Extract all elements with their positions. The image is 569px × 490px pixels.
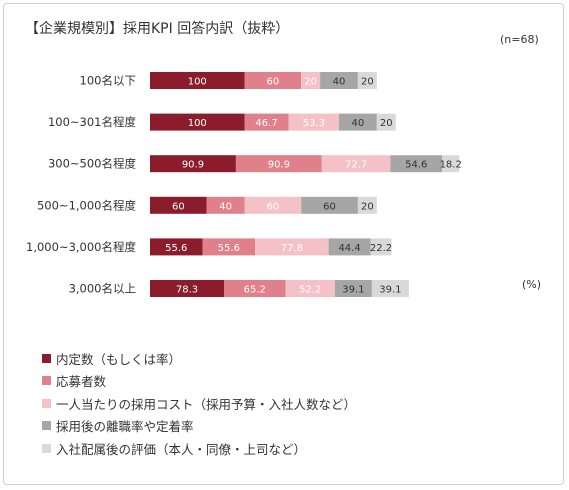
data-label: 20 [380, 118, 393, 129]
legend-swatch [42, 421, 51, 431]
bar-segment [206, 196, 245, 214]
bar-segment [235, 155, 322, 173]
category-label: 1,000~3,000名程度 [26, 240, 136, 254]
data-label: 44.4 [338, 243, 360, 254]
data-label: 22.2 [370, 243, 392, 254]
data-label: 72.7 [345, 160, 367, 171]
bar-segment [244, 113, 289, 131]
bar-segment [334, 280, 372, 297]
data-label: 55.6 [218, 243, 240, 254]
data-label: 60 [172, 201, 185, 212]
bar-segment [150, 238, 203, 256]
data-label: 78.3 [176, 285, 198, 296]
bar-segment [328, 238, 371, 256]
bar-segment [301, 196, 358, 214]
bar-segment [244, 196, 302, 214]
data-label: 54.6 [405, 160, 427, 171]
legend-label: 採用後の離職率や定着率 [56, 419, 194, 435]
data-label: 65.2 [244, 285, 266, 296]
data-label: 53.3 [303, 118, 325, 129]
bar-segment [320, 72, 358, 89]
bar-segment [390, 155, 443, 173]
legend: 内定数（もしくは率） 応募者数一人当たりの採用コスト（採用予算・入社人数など） 採用… [42, 347, 356, 460]
legend-item: 内定数（もしくは率） [42, 347, 356, 370]
data-label: 52.2 [299, 285, 321, 296]
legend-swatch [42, 376, 51, 386]
unit-label: (%) [522, 278, 542, 291]
category-label: 500~1,000名程度 [37, 198, 137, 212]
legend-label: 応募者数 [56, 374, 107, 390]
legend-label: 内定数（もしくは率） [56, 351, 182, 367]
legend-item: 応募者数 [42, 370, 356, 393]
bar-segment [357, 72, 377, 89]
data-label: 20 [304, 77, 317, 88]
data-label: 20 [361, 77, 374, 88]
data-label: 100 [188, 77, 207, 88]
bar-segment [150, 196, 207, 214]
data-label: 60 [266, 201, 279, 212]
bar-segment [244, 72, 302, 89]
bar-segment [357, 196, 377, 214]
bar-segment [285, 280, 335, 297]
sample-size-note: (n=68) [500, 33, 539, 46]
legend-label: 入社配属後の評価（本人・同僚・上司など） [56, 441, 307, 457]
bar-segment [370, 238, 392, 256]
data-label: 40 [333, 77, 346, 88]
legend-label: 一人当たりの採用コスト（採用予算・入社人数など） [56, 396, 357, 412]
data-label: 46.7 [255, 118, 277, 129]
bar-segment [288, 113, 339, 131]
legend-item: 一人当たりの採用コスト（採用予算・入社人数など） [42, 392, 356, 415]
bar-segment [442, 155, 460, 173]
bar-segment [223, 280, 286, 297]
legend-item: 採用後の離職率や定着率 [42, 415, 356, 438]
category-label: 100名以下 [80, 74, 136, 88]
legend-item: 入社配属後の評価（本人・同僚・上司など） [42, 437, 356, 460]
data-label: 40 [219, 201, 232, 212]
chart-title: 【企業規模別】採用KPI 回答内訳（抜粋） [25, 21, 290, 37]
bar-segment [202, 238, 256, 256]
data-label: 39.1 [379, 285, 401, 296]
data-label: 90.9 [268, 160, 290, 171]
data-label: 90.9 [182, 160, 204, 171]
legend-swatch [42, 398, 51, 408]
bar-segment [301, 72, 321, 89]
category-label: 3,000名以上 [69, 282, 136, 296]
legend-swatch [42, 443, 51, 453]
data-label: 60 [266, 77, 279, 88]
data-label: 77.8 [281, 243, 303, 254]
data-label: 60 [323, 201, 336, 212]
data-label: 100 [188, 118, 207, 129]
bar-segment [321, 155, 391, 173]
data-label: 20 [361, 201, 374, 212]
data-label: 40 [352, 118, 365, 129]
bar-segment [150, 280, 224, 297]
bar-segment [339, 113, 377, 131]
data-label: 55.6 [165, 243, 187, 254]
data-label: 39.1 [342, 285, 364, 296]
data-label: 18.2 [440, 160, 462, 171]
category-label: 100~301名程度 [48, 115, 137, 129]
bar-segment [255, 238, 329, 256]
bar-segment [150, 155, 236, 173]
bar-segment [376, 113, 396, 131]
legend-swatch [42, 353, 51, 363]
bar-segment [371, 280, 409, 297]
bar-segment [150, 72, 245, 89]
bar-segment [150, 113, 245, 131]
category-label: 300~500名程度 [48, 157, 137, 171]
